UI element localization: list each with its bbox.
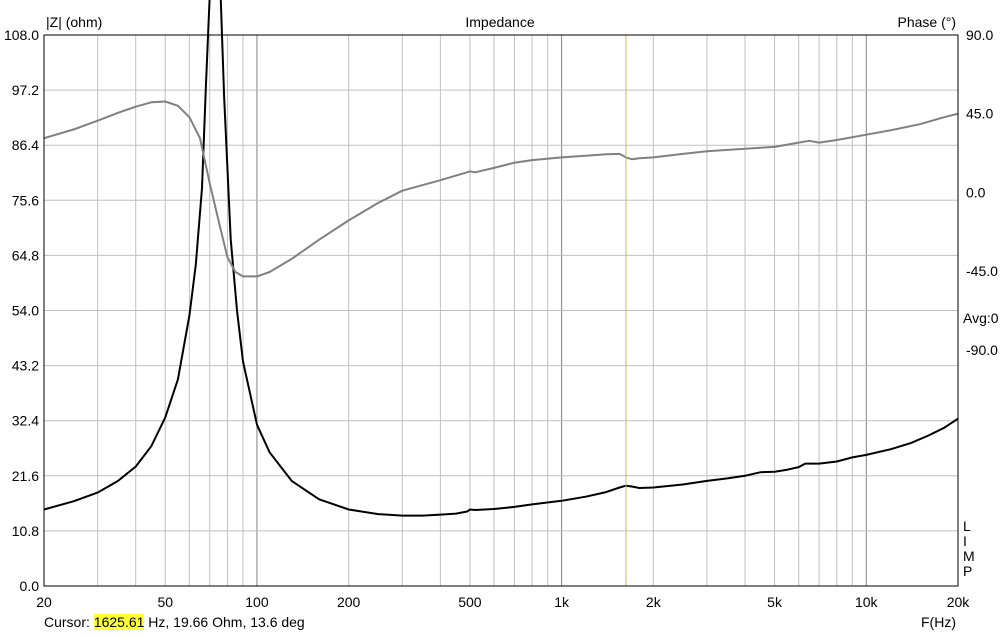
x-tick-label: 100 — [245, 594, 269, 610]
cursor-frequency: 1625.61 — [93, 614, 145, 630]
y-tick-label: 21.6 — [12, 468, 39, 484]
side-letter: L — [963, 518, 971, 534]
avg-label: Avg:0 — [963, 310, 999, 326]
y2-tick-label: 45.0 — [966, 106, 993, 122]
y-tick-label: 97.2 — [12, 82, 39, 98]
x-tick-label: 50 — [157, 594, 173, 610]
y-tick-label: 75.6 — [12, 192, 39, 208]
label-layer: |Z| (ohm) Impedance Phase (°) Avg:0 0.0 1… — [4, 14, 999, 610]
x-tick-label: 1k — [554, 594, 570, 610]
grid-layer — [43, 34, 959, 587]
x-axis-label: F(Hz) — [921, 614, 956, 630]
phase-curve — [43, 100, 959, 278]
plot-frame — [43, 34, 959, 587]
y-tick-label: 86.4 — [12, 137, 39, 153]
y2-axis-label: Phase (°) — [897, 14, 956, 30]
y-tick-label: 54.0 — [12, 303, 39, 319]
cursor-prefix: Cursor: — [44, 614, 94, 630]
x-tick-label: 5k — [767, 594, 783, 610]
x-tick-label: 10k — [855, 594, 879, 610]
y2-tick-label: 0.0 — [966, 184, 986, 200]
y-axis-label: |Z| (ohm) — [46, 14, 102, 30]
side-letter: P — [963, 563, 972, 579]
x-tick-label: 200 — [337, 594, 361, 610]
x-tick-label: 2k — [646, 594, 662, 610]
x-tick-label: 20k — [947, 594, 971, 610]
y-tick-label: 108.0 — [4, 27, 39, 43]
cursor-values: Hz, 19.66 Ohm, 13.6 deg — [144, 614, 305, 630]
x-tick-label: 20 — [36, 594, 52, 610]
y-tick-label: 0.0 — [20, 578, 40, 594]
curve-layer — [43, 0, 959, 517]
y-tick-label: 32.4 — [12, 413, 39, 429]
y-tick-label: 64.8 — [12, 247, 39, 263]
y2-tick-label: -45.0 — [966, 263, 998, 279]
side-letter: M — [963, 548, 975, 564]
y2-tick-label: 90.0 — [966, 27, 993, 43]
y-tick-label: 43.2 — [12, 358, 39, 374]
x-tick-label: 500 — [458, 594, 482, 610]
impedance-curve — [43, 0, 959, 517]
cursor-readout: Cursor: 1625.61 Hz, 19.66 Ohm, 13.6 deg — [44, 614, 305, 630]
y2-tick-label: -90.0 — [966, 342, 998, 358]
side-letter: I — [963, 533, 967, 549]
y-tick-label: 10.8 — [12, 523, 39, 539]
chart-title: Impedance — [465, 14, 534, 30]
